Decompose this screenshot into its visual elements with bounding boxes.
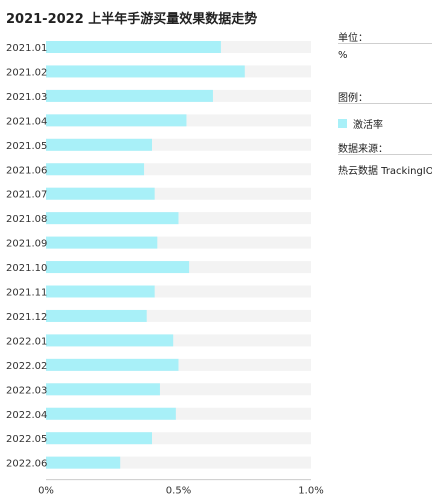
x-tick-label: 0.5% bbox=[166, 486, 191, 497]
category-label: 2021.04 bbox=[6, 116, 47, 127]
unit-value: % bbox=[338, 50, 348, 61]
category-label: 2022.03 bbox=[6, 385, 47, 396]
bar bbox=[46, 456, 121, 469]
bar bbox=[46, 236, 158, 249]
bar bbox=[46, 334, 174, 347]
bar bbox=[46, 89, 213, 102]
bar bbox=[46, 212, 179, 225]
bar bbox=[46, 163, 145, 176]
bar bbox=[46, 65, 245, 78]
source-value: 热云数据 TrackingIO bbox=[338, 166, 432, 177]
category-label: 2021.12 bbox=[6, 312, 47, 323]
unit-divider bbox=[338, 43, 432, 44]
bar bbox=[46, 138, 152, 151]
chart-title: 2021-2022 上半年手游买量效果数据走势 bbox=[6, 12, 258, 27]
bar bbox=[46, 187, 155, 200]
category-label: 2022.06 bbox=[6, 459, 47, 470]
category-label: 2021.10 bbox=[6, 263, 47, 274]
legend-label: 图例： bbox=[338, 93, 368, 104]
bar bbox=[46, 407, 176, 420]
category-label: 2021.01 bbox=[6, 43, 47, 54]
category-label: 2022.02 bbox=[6, 361, 47, 372]
category-label: 2021.11 bbox=[6, 288, 47, 299]
category-label: 2021.02 bbox=[6, 67, 47, 78]
legend-swatch bbox=[338, 119, 347, 128]
bar bbox=[46, 261, 190, 274]
legend-item-label: 激活率 bbox=[353, 120, 383, 131]
bar bbox=[46, 358, 179, 371]
category-label: 2021.03 bbox=[6, 92, 47, 103]
source-divider bbox=[338, 154, 432, 155]
category-label: 2021.06 bbox=[6, 165, 47, 176]
x-tick-label: 0% bbox=[38, 486, 54, 497]
category-label: 2022.04 bbox=[6, 410, 47, 421]
x-tick-label: 1.0% bbox=[298, 486, 323, 497]
legend-divider bbox=[338, 103, 432, 104]
category-label: 2021.09 bbox=[6, 239, 47, 250]
bar bbox=[46, 309, 147, 322]
source-label: 数据来源： bbox=[338, 144, 388, 155]
bar bbox=[46, 432, 152, 445]
category-label: 2021.08 bbox=[6, 214, 47, 225]
bar bbox=[46, 41, 221, 53]
category-label: 2022.01 bbox=[6, 336, 47, 347]
bar bbox=[46, 114, 187, 127]
category-label: 2022.05 bbox=[6, 434, 47, 445]
unit-label: 单位： bbox=[338, 33, 368, 44]
bar bbox=[46, 285, 155, 298]
category-label: 2021.07 bbox=[6, 190, 47, 201]
bar bbox=[46, 383, 160, 396]
category-label: 2021.05 bbox=[6, 141, 47, 152]
